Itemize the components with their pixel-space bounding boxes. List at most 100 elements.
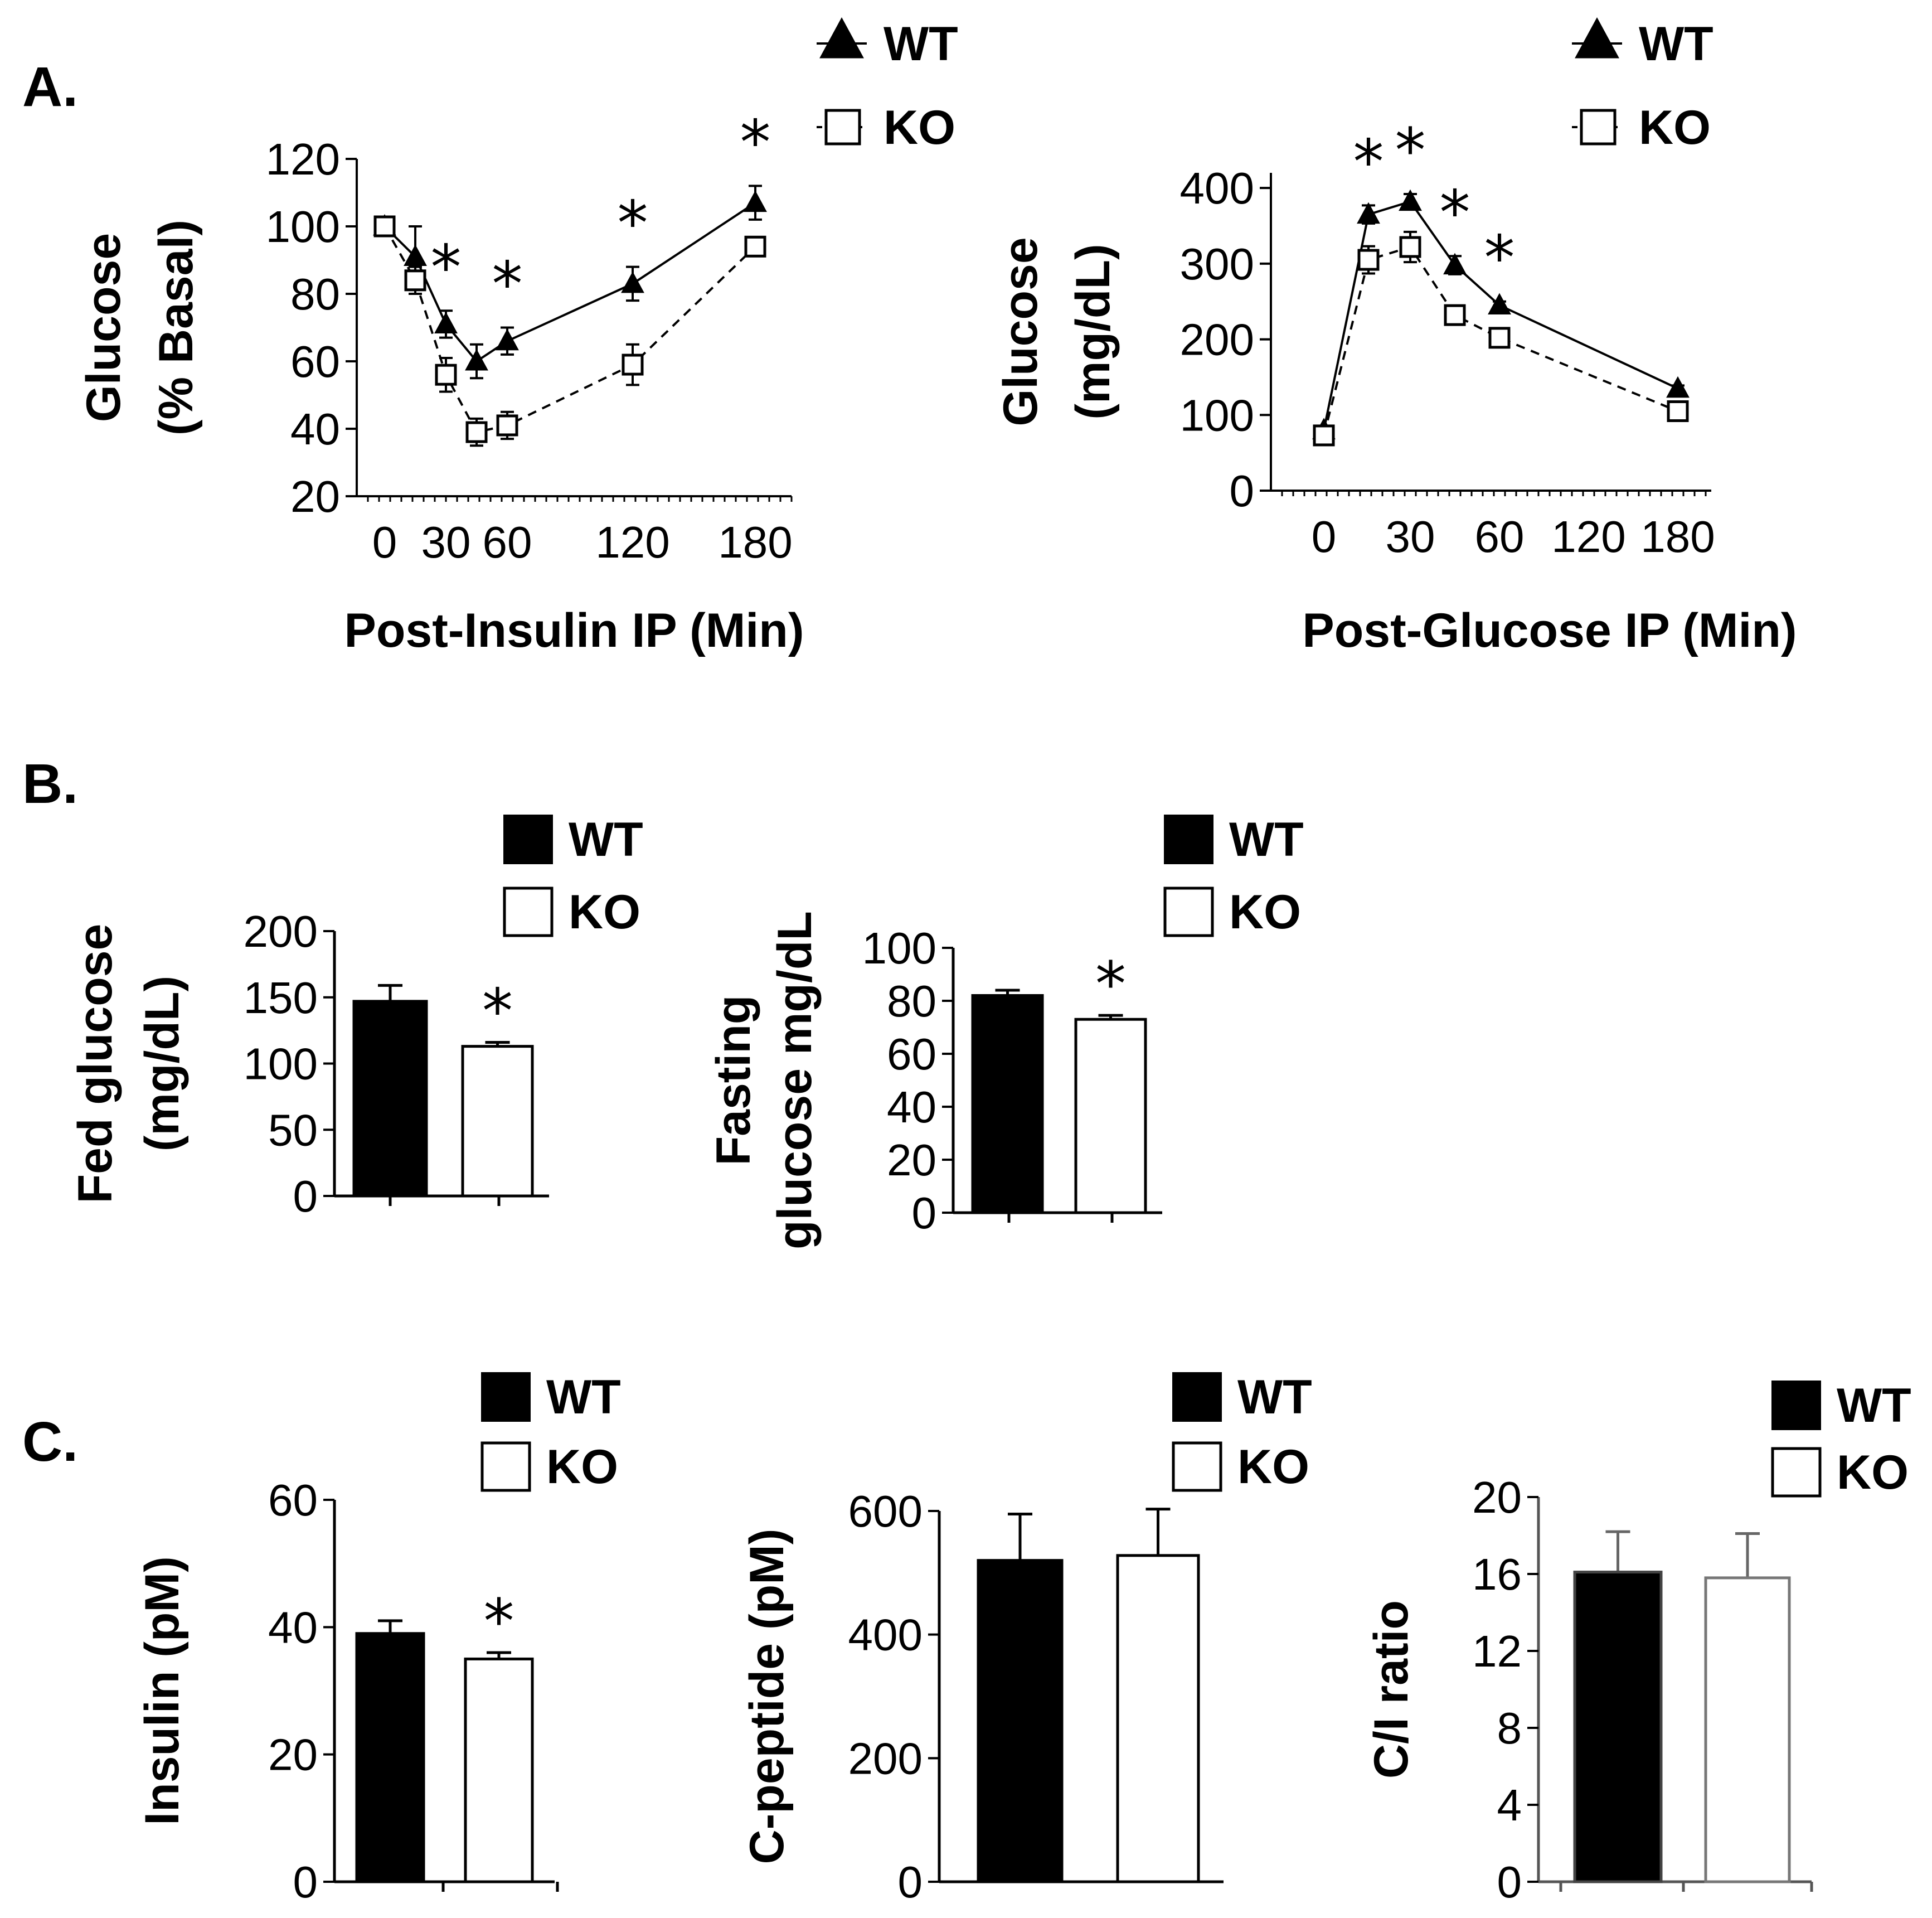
fed-ytick-label: 50 (268, 1105, 318, 1155)
itt-ylabel: (% Basal) (149, 220, 203, 435)
ciratio-legend-ko-swatch (1771, 1447, 1822, 1498)
gtt-significance-star: * (1440, 177, 1470, 248)
gtt-ytick-label: 0 (1230, 466, 1255, 516)
cpeptide-legend-wt-swatch (1172, 1372, 1222, 1422)
insulin-legend-ko-swatch (480, 1441, 531, 1492)
itt-significance-star: * (431, 231, 462, 303)
itt-point-wt (744, 190, 767, 212)
fasting-ytick-label: 100 (862, 923, 936, 973)
itt-point-wt (465, 349, 488, 371)
ciratio-ytick-label: 0 (1497, 1857, 1522, 1907)
itt-significance-star: * (618, 188, 648, 259)
insulin-ytick-label: 60 (268, 1475, 318, 1525)
gtt-legend-wt-label: WT (1639, 17, 1713, 71)
panel-label-c: C. (22, 1411, 78, 1473)
insulin-ytick-label: 0 (293, 1857, 318, 1907)
fed-ytick-label: 0 (293, 1171, 318, 1221)
gtt-xtick-label: 0 (1312, 512, 1337, 561)
fed-ytick-label: 100 (244, 1039, 318, 1089)
ciratio-ytick-label: 16 (1472, 1549, 1522, 1599)
insulin-ytick-label: 20 (268, 1730, 318, 1780)
ciratio-bar-wt (1573, 1571, 1663, 1883)
insulin-bar-ko (464, 1657, 534, 1883)
fed-bar-wt (352, 1000, 428, 1198)
gtt-point-ko (1488, 327, 1511, 349)
fasting-legend-wt-label: WT (1229, 813, 1304, 866)
itt-legend-ko-label: KO (884, 101, 955, 154)
itt-xlabel: Post-Insulin IP (Min) (344, 604, 804, 657)
itt-ytick-label: 120 (266, 134, 340, 184)
cpeptide-legend-ko-swatch (1172, 1441, 1222, 1492)
insulin-legend-wt-label: WT (546, 1370, 621, 1424)
fed-legend-wt-swatch (503, 815, 553, 864)
gtt-ytick-label: 200 (1180, 315, 1254, 365)
itt-point-wt (496, 328, 519, 351)
fed-legend-wt-label: WT (569, 813, 643, 866)
gtt-xtick-label: 120 (1551, 512, 1625, 561)
insulin-legend-ko-label: KO (546, 1440, 618, 1494)
gtt-xtick-label: 30 (1386, 512, 1435, 561)
ciratio-legend-wt-label: WT (1837, 1379, 1911, 1432)
gtt-point-wt (1488, 293, 1511, 314)
itt-xtick-label: 0 (372, 517, 397, 567)
cpeptide-ytick-label: 400 (848, 1610, 923, 1660)
gtt-significance-star: * (1484, 222, 1515, 294)
gtt-ylabel: (mg/dL) (1066, 244, 1120, 419)
gtt-series-ko-line (1323, 245, 1678, 436)
ciratio-legend-wt-swatch (1771, 1381, 1821, 1430)
itt-point-ko (373, 215, 396, 238)
itt-ytick-label: 60 (290, 337, 340, 386)
gtt-point-ko (1399, 236, 1421, 258)
gtt-xtick-label: 180 (1640, 512, 1715, 561)
cpeptide-bar-wt (977, 1559, 1064, 1883)
fasting-legend-ko-label: KO (1229, 885, 1301, 939)
itt-xtick-label: 120 (595, 517, 669, 567)
itt-point-wt (621, 271, 644, 293)
insulin-bar-wt (355, 1632, 425, 1883)
cpeptide-bar-ko (1116, 1554, 1200, 1883)
fasting-ytick-label: 80 (887, 976, 936, 1026)
insulin-significance-star: * (484, 1586, 514, 1657)
ciratio-ytick-label: 20 (1472, 1473, 1522, 1522)
itt-point-ko (622, 353, 644, 376)
fed-ylabel: Fed glucose (69, 924, 122, 1204)
gtt-point-wt (1666, 376, 1690, 398)
gtt-point-ko (1444, 304, 1466, 326)
itt-significance-star: * (740, 106, 771, 178)
fasting-ytick-label: 0 (912, 1188, 937, 1238)
itt-point-wt (404, 244, 427, 266)
itt-legend-ko-marker (824, 109, 861, 146)
itt-ytick-label: 40 (290, 404, 340, 454)
itt-point-ko (465, 421, 488, 443)
fasting-ylabel: glucose mg/dL (768, 911, 822, 1249)
cpeptide-ylabel: C-peptide (pM) (740, 1529, 794, 1864)
ciratio-ytick-label: 8 (1497, 1703, 1522, 1753)
fasting-bar-wt (971, 994, 1044, 1214)
fasting-significance-star: * (1095, 948, 1126, 1020)
gtt-ylabel: Glucose (994, 237, 1047, 426)
fed-legend-ko-label: KO (569, 885, 640, 939)
fasting-ytick-label: 20 (887, 1135, 936, 1185)
fed-significance-star: * (482, 976, 513, 1047)
fasting-legend-wt-swatch (1164, 815, 1213, 864)
itt-ylabel: Glucose (77, 233, 130, 422)
fed-bar-ko (461, 1045, 534, 1198)
gtt-significance-star: * (1353, 126, 1384, 197)
itt-point-ko (404, 269, 426, 292)
gtt-ytick-label: 100 (1180, 390, 1254, 440)
itt-xtick-label: 30 (421, 517, 471, 567)
gtt-point-wt (1357, 202, 1380, 224)
cpeptide-legend-wt-label: WT (1237, 1370, 1312, 1424)
gtt-xtick-label: 60 (1475, 512, 1525, 561)
fasting-ylabel: Fasting (707, 995, 760, 1166)
gtt-ytick-label: 300 (1180, 239, 1254, 289)
gtt-point-ko (1313, 424, 1335, 447)
cpeptide-ytick-label: 600 (848, 1486, 923, 1536)
gtt-significance-star: * (1395, 115, 1426, 186)
gtt-ytick-label: 400 (1180, 163, 1254, 213)
ciratio-ytick-label: 12 (1472, 1626, 1522, 1676)
fed-legend-ko-swatch (503, 887, 554, 937)
fasting-ytick-label: 60 (887, 1029, 936, 1079)
itt-xtick-label: 60 (483, 517, 532, 567)
